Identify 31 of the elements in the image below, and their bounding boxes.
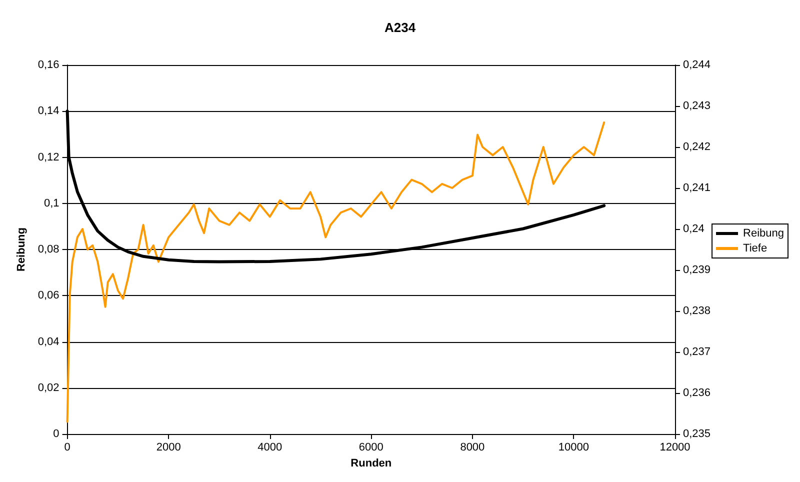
y-axis-title: Reibung	[16, 228, 28, 272]
x-tick-label: 8000	[460, 442, 485, 454]
y2-tick-label: 0,235	[683, 428, 711, 440]
y2-tick-label: 0,239	[683, 264, 711, 276]
x-tick-label: 10000	[558, 442, 590, 454]
chart-title: A234	[384, 20, 416, 35]
y2-tick-label: 0,243	[683, 100, 711, 112]
y2-tick-label: 0,238	[683, 305, 711, 317]
y2-tick-label: 0,241	[683, 182, 711, 194]
x-tick-label: 0	[64, 442, 70, 454]
y-tick-label: 0	[53, 428, 60, 440]
legend-label: Tiefe	[743, 242, 768, 254]
x-tick-label: 12000	[660, 442, 690, 454]
legend-label: Reibung	[743, 228, 784, 240]
x-tick-label: 2000	[156, 442, 181, 454]
y-tick-label: 0,06	[38, 290, 60, 302]
x-axis-title: Runden	[350, 457, 392, 470]
y2-tick-label: 0,242	[683, 141, 711, 153]
y2-tick-label: 0,244	[683, 59, 711, 71]
y-tick-label: 0,04	[38, 336, 60, 348]
y-tick-label: 0,14	[38, 105, 60, 118]
y-tick-label: 0,1	[44, 197, 60, 210]
y2-tick-label: 0,237	[683, 346, 711, 358]
x-tick-label: 4000	[258, 442, 282, 454]
y-tick-label: 0,02	[38, 382, 60, 394]
y-tick-label: 0,16	[38, 59, 60, 71]
x-tick-label: 6000	[358, 442, 384, 454]
y2-tick-label: 0,24	[683, 223, 704, 235]
y-tick-label: 0,08	[38, 244, 60, 256]
y2-tick-label: 0,236	[683, 387, 711, 399]
y-tick-label: 0,12	[38, 151, 60, 164]
